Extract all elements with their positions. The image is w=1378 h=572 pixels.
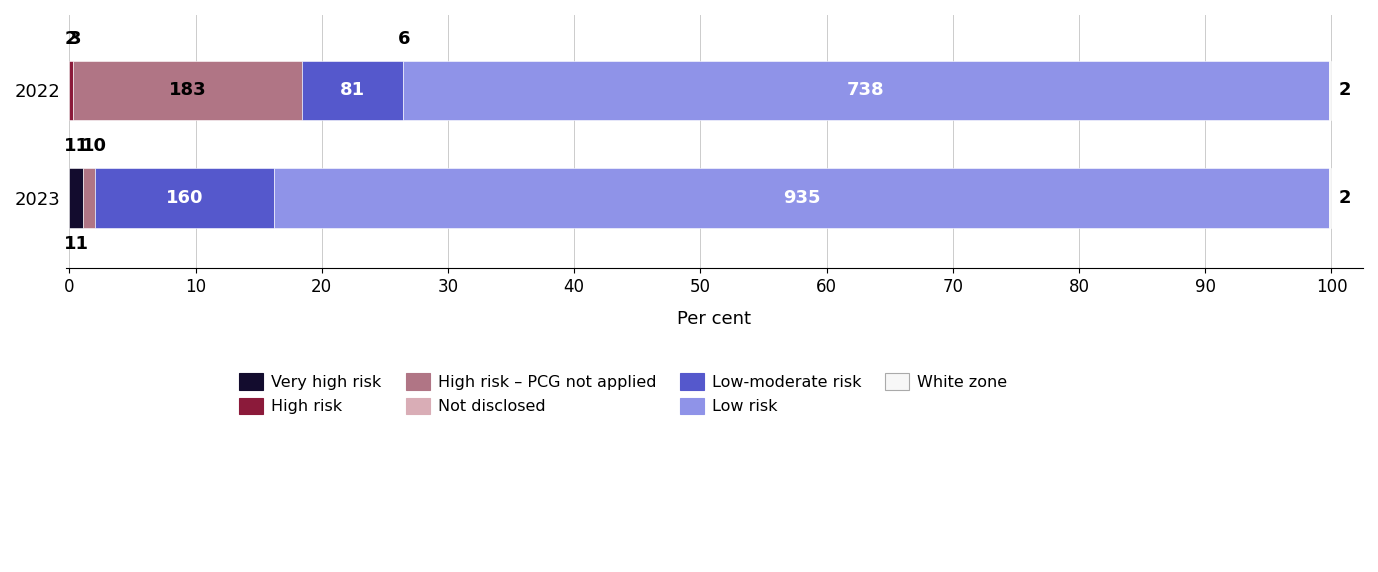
- Bar: [274, 168, 1328, 228]
- X-axis label: Per cent: Per cent: [678, 309, 751, 328]
- Bar: [69, 168, 83, 228]
- Bar: [69, 61, 73, 120]
- Bar: [1328, 61, 1331, 120]
- Text: 11: 11: [63, 137, 88, 156]
- Text: 10: 10: [83, 137, 107, 156]
- Text: 935: 935: [783, 189, 820, 207]
- Bar: [402, 61, 1328, 120]
- Bar: [73, 61, 302, 120]
- Text: 160: 160: [165, 189, 203, 207]
- Text: 738: 738: [847, 81, 885, 100]
- Bar: [83, 168, 95, 228]
- Text: 2: 2: [1339, 81, 1352, 100]
- Text: 6: 6: [398, 30, 411, 48]
- Bar: [1328, 168, 1331, 228]
- Bar: [302, 61, 402, 120]
- Text: 2: 2: [65, 30, 77, 48]
- Text: 183: 183: [168, 81, 207, 100]
- Bar: [95, 168, 274, 228]
- Text: 81: 81: [339, 81, 365, 100]
- Legend: Very high risk, High risk, High risk – PCG not applied, Not disclosed, Low-moder: Very high risk, High risk, High risk – P…: [233, 367, 1014, 421]
- Text: 11: 11: [63, 235, 88, 253]
- Text: 3: 3: [69, 30, 81, 48]
- Text: 2: 2: [1339, 189, 1352, 207]
